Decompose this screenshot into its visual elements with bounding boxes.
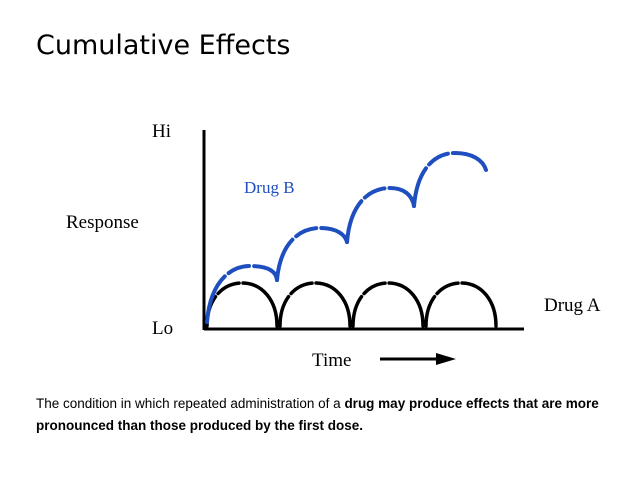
drug-a-dose-2: [278, 281, 352, 328]
y-axis-hi-label: Hi: [152, 121, 171, 142]
drug-b-dose-3: [345, 185, 416, 244]
x-axis-title: Time: [312, 350, 352, 371]
drug-b-label: Drug B: [244, 178, 295, 197]
time-arrow: [380, 353, 456, 365]
y-axis-title: Response: [66, 212, 139, 233]
drug-a-dose-3: [351, 281, 425, 328]
page-title: Cumulative Effects: [36, 30, 291, 61]
caption-bold: drug may produce effects that are more p…: [36, 396, 599, 433]
drug-a-label: Drug A: [544, 295, 601, 316]
drug-a-curves: [205, 281, 498, 328]
caption: The condition in which repeated administ…: [36, 393, 616, 437]
drug-b-dose-2: [275, 225, 349, 282]
y-axis-lo-label: Lo: [152, 318, 174, 339]
drug-b-dose-4: [412, 150, 488, 208]
drug-b-dose-1: [205, 263, 279, 324]
caption-plain: The condition in which repeated administ…: [36, 396, 345, 411]
drug-a-dose-4: [424, 281, 498, 328]
drug-b-curves: [205, 150, 488, 324]
